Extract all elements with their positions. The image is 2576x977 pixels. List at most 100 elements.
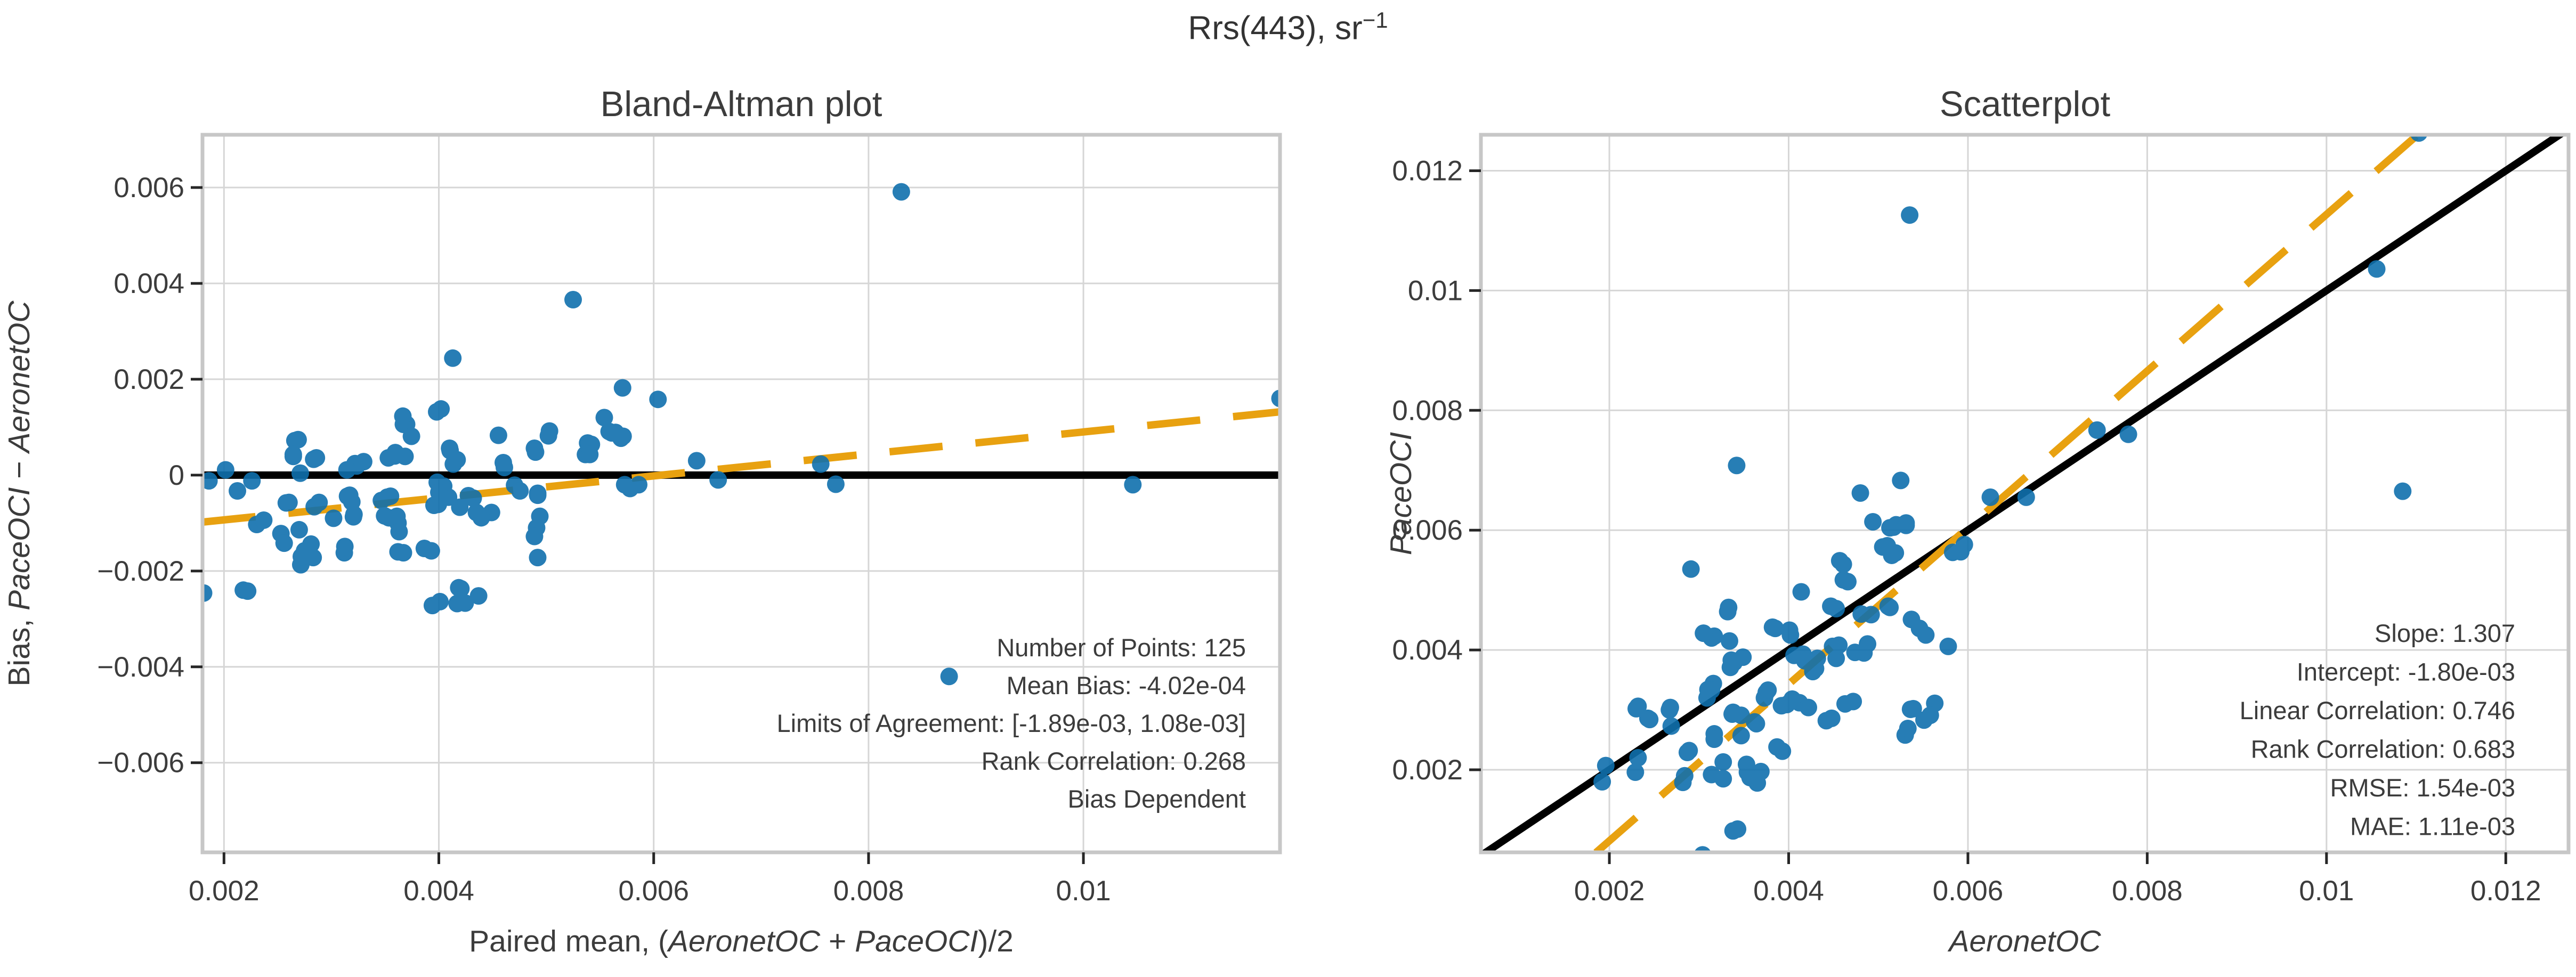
data-point — [1766, 620, 1784, 638]
data-point — [827, 475, 845, 493]
data-point — [390, 523, 408, 541]
data-point — [239, 582, 257, 600]
y-tick-label: −0.002 — [97, 556, 184, 587]
data-point — [1781, 626, 1800, 644]
data-point — [229, 482, 247, 500]
data-point — [291, 464, 309, 482]
data-point — [243, 472, 261, 490]
tick-marks — [1469, 169, 2507, 864]
scatter-points — [1593, 135, 2428, 852]
scatterplot: 0.002 0.004 0.006 0.008 0.01 0.012 0.002 0.004 0… — [1384, 84, 2571, 958]
data-point — [1746, 713, 1764, 731]
data-point — [388, 507, 406, 525]
stats-line: Mean Bias: -4.02e-04 — [1007, 671, 1246, 699]
stats-line: Intercept: -1.80e-03 — [2297, 658, 2515, 686]
data-point — [1729, 820, 1747, 838]
data-point — [1768, 738, 1786, 756]
data-point — [1899, 719, 1917, 737]
data-point — [581, 445, 599, 463]
data-point — [1886, 544, 1905, 562]
data-point — [1855, 644, 1873, 662]
data-point — [290, 520, 308, 539]
data-point — [709, 471, 727, 489]
identity-line — [1481, 135, 2566, 852]
data-point — [1824, 637, 1842, 655]
stats-line: Linear Correlation: 0.746 — [2240, 696, 2515, 724]
stats-line: Slope: 1.307 — [2375, 619, 2515, 647]
data-point — [892, 183, 910, 201]
data-point — [1901, 700, 1919, 718]
data-point — [427, 403, 445, 421]
y-tick-label: 0.004 — [1392, 634, 1463, 666]
plot-border — [200, 133, 1282, 854]
data-point — [1839, 573, 1857, 591]
scatter-points — [202, 183, 1280, 686]
data-point — [1732, 727, 1750, 745]
data-point — [444, 455, 463, 473]
stats-line: Rank Correlation: 0.268 — [982, 747, 1246, 775]
data-point — [613, 379, 631, 397]
data-point — [1695, 624, 1713, 642]
figure-title-superscript: −1 — [1362, 7, 1388, 32]
data-point — [1844, 693, 1862, 711]
gridlines — [202, 135, 1280, 852]
data-point — [1881, 598, 1899, 616]
data-point — [338, 461, 356, 479]
x-tick-label: 0.002 — [1574, 875, 1645, 907]
data-point — [2017, 488, 2035, 506]
data-point — [1901, 206, 1919, 224]
data-point — [595, 409, 613, 427]
data-point — [525, 527, 544, 546]
data-point — [459, 487, 477, 505]
data-point — [629, 476, 647, 494]
data-point — [202, 584, 213, 602]
data-point — [469, 587, 488, 605]
data-point — [526, 443, 545, 461]
figure-title-text: Rrs(443), sr — [1188, 10, 1363, 47]
data-point — [307, 449, 326, 467]
stats-annotation: Slope: 1.307 Intercept: -1.80e-03 Linear C… — [2240, 619, 2515, 841]
data-point — [1593, 773, 1611, 791]
data-point — [1864, 512, 1882, 531]
x-tick-label: 0.004 — [403, 875, 474, 907]
figure-title: Rrs(443), sr−1 — [0, 7, 2576, 47]
data-point — [456, 594, 474, 612]
data-point — [511, 482, 529, 500]
data-point — [441, 442, 459, 460]
data-point — [1705, 730, 1723, 748]
x-tick-label: 0.008 — [833, 875, 904, 907]
data-point — [1804, 663, 1822, 681]
data-point — [1827, 600, 1845, 618]
data-point — [275, 534, 293, 552]
y-tick-label: 0.002 — [114, 364, 184, 395]
data-point — [1892, 471, 1910, 490]
stats-line: Rank Correlation: 0.683 — [2251, 735, 2515, 763]
data-point — [284, 445, 302, 463]
y-tick-label: −0.004 — [97, 652, 184, 683]
data-point — [1955, 535, 1973, 553]
data-point — [292, 548, 310, 566]
data-point — [1737, 755, 1755, 774]
data-point — [1981, 488, 1999, 506]
plot-title: Scatterplot — [1940, 84, 2111, 124]
data-point — [1698, 689, 1716, 707]
stats-annotation: Number of Points: 125 Mean Bias: -4.02e-0… — [777, 633, 1246, 813]
data-point — [1714, 770, 1732, 788]
data-point — [255, 511, 273, 529]
data-point — [376, 507, 394, 525]
stats-line: Limits of Agreement: [-1.89e-03, 1.08e-0… — [777, 709, 1246, 737]
data-point — [472, 509, 490, 527]
data-point — [1792, 583, 1810, 601]
data-point — [1720, 632, 1738, 650]
data-point — [1629, 749, 1647, 767]
data-point — [425, 496, 443, 515]
data-point — [1851, 484, 1869, 502]
data-point — [1719, 603, 1737, 621]
data-point — [489, 426, 507, 444]
data-point — [345, 506, 363, 524]
data-point — [2368, 260, 2386, 278]
data-point — [687, 452, 706, 470]
data-point — [2394, 482, 2412, 500]
bland-altman-plot: 0.002 0.004 0.006 0.008 0.01 0.006 0.004 0.002 0… — [2, 84, 1282, 958]
